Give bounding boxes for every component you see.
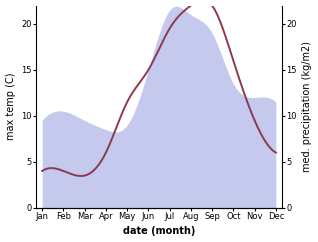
Y-axis label: med. precipitation (kg/m2): med. precipitation (kg/m2)	[302, 41, 313, 172]
Y-axis label: max temp (C): max temp (C)	[5, 73, 16, 140]
X-axis label: date (month): date (month)	[123, 227, 195, 236]
